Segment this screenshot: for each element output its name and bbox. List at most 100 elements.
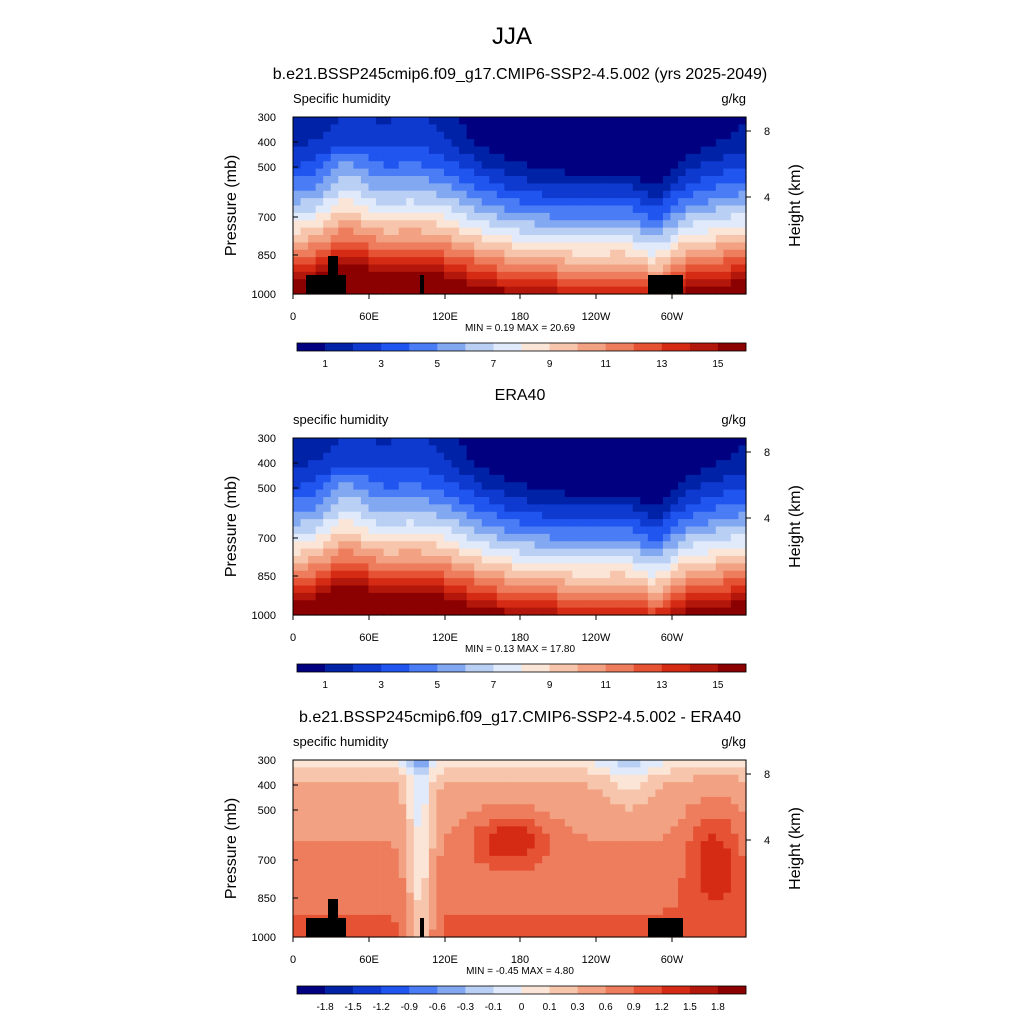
field-cell — [647, 489, 656, 498]
field-cell — [466, 570, 475, 579]
field-cell — [345, 452, 354, 461]
field-cell — [595, 870, 604, 879]
field-cell — [444, 227, 453, 236]
field-cell — [481, 249, 490, 258]
field-cell — [496, 592, 505, 601]
field-cell — [323, 541, 332, 550]
field-cell — [353, 146, 362, 155]
field-cell — [617, 914, 626, 923]
field-cell — [398, 183, 407, 192]
field-cell — [587, 467, 596, 476]
field-cell — [527, 885, 536, 894]
field-cell — [376, 855, 385, 864]
field-cell — [421, 220, 430, 229]
field-cell — [474, 168, 483, 177]
field-cell — [738, 826, 747, 835]
field-cell — [715, 131, 724, 140]
field-cell — [557, 541, 566, 550]
field-cell — [428, 257, 438, 266]
field-cell — [557, 235, 566, 243]
field-cell — [496, 600, 505, 609]
field-cell — [655, 227, 664, 236]
field-cell — [466, 489, 475, 498]
field-cell — [413, 900, 422, 909]
field-cell — [527, 819, 536, 827]
field-cell — [444, 117, 453, 125]
field-cell — [723, 570, 732, 579]
field-cell — [647, 892, 656, 901]
field-cell — [700, 541, 709, 550]
field-cell — [670, 796, 679, 805]
field-cell — [353, 190, 362, 199]
field-cell — [466, 833, 475, 842]
field-cell — [413, 286, 422, 295]
field-cell — [617, 907, 626, 916]
field-cell — [602, 242, 611, 251]
field-cell — [715, 600, 724, 609]
field-cell — [345, 900, 354, 909]
field-cell — [640, 511, 649, 520]
field-cell — [436, 804, 445, 813]
field-cell — [595, 153, 604, 162]
field-cell — [481, 914, 490, 923]
field-cell — [730, 767, 740, 776]
field-cell — [368, 168, 377, 177]
field-cell — [579, 279, 589, 288]
field-cell — [338, 796, 347, 805]
field-cell — [466, 548, 475, 557]
field-cell — [662, 117, 672, 125]
field-cell — [549, 600, 558, 609]
field-cell — [723, 271, 732, 280]
field-cell — [685, 870, 694, 879]
field-cell — [557, 855, 566, 864]
field-cell — [708, 819, 717, 827]
field-cell — [360, 767, 370, 776]
field-cell — [730, 511, 740, 520]
field-cell — [308, 767, 317, 776]
field-cell — [738, 760, 747, 768]
field-cell — [330, 556, 339, 564]
field-cell — [481, 131, 490, 140]
field-cell — [330, 796, 339, 805]
field-cell — [602, 929, 611, 938]
field-cell — [413, 497, 422, 505]
field-cell — [549, 878, 558, 886]
field-cell — [391, 489, 400, 498]
field-cell — [345, 819, 354, 827]
field-cell — [459, 900, 468, 909]
field-cell — [534, 117, 543, 125]
field-cell — [715, 811, 724, 820]
field-cell — [406, 556, 415, 564]
field-cell — [723, 548, 732, 557]
field-cell — [587, 592, 596, 601]
field-cell — [715, 153, 724, 162]
field-cell — [353, 460, 362, 469]
field-cell — [345, 467, 354, 476]
field-cell — [421, 789, 430, 798]
field-cell — [481, 124, 490, 133]
field-cell — [579, 526, 589, 535]
field-cell — [655, 826, 664, 835]
field-cell — [579, 885, 589, 894]
field-cell — [474, 548, 483, 557]
field-cell — [406, 789, 415, 798]
field-cell — [466, 796, 475, 805]
field-cell — [300, 541, 309, 550]
field-cell — [640, 855, 649, 864]
field-cell — [625, 760, 634, 768]
field-cell — [338, 767, 347, 776]
field-cell — [323, 220, 332, 229]
field-cell — [360, 922, 370, 931]
field-cell — [504, 438, 513, 446]
field-cell — [700, 438, 709, 446]
field-cell — [459, 519, 468, 528]
field-cell — [421, 445, 430, 454]
field-cell — [632, 841, 641, 850]
field-cell — [504, 146, 513, 155]
field-cell — [685, 198, 694, 207]
field-cell — [406, 600, 415, 609]
field-cell — [466, 804, 475, 813]
field-cell — [451, 249, 460, 258]
field-cell — [595, 249, 604, 258]
field-cell — [579, 271, 589, 280]
